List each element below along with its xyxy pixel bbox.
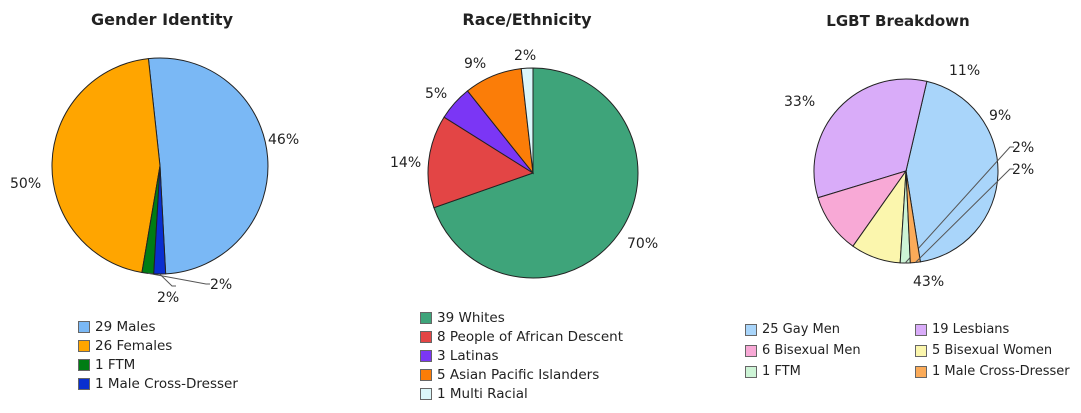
- legend-label: 25 Gay Men: [762, 322, 840, 337]
- pie-slice: [147, 57, 269, 275]
- legend-swatch: [915, 365, 927, 378]
- legend-label: 19 Lesbians: [932, 322, 1010, 337]
- label-leader-line: [147, 272, 210, 285]
- legend-item: 3 Latinas: [420, 346, 623, 365]
- legend-item: 8 People of African Descent: [420, 327, 623, 346]
- legend-swatch: [420, 368, 432, 381]
- legend-swatch: [915, 344, 927, 357]
- pie-slice: [153, 165, 167, 275]
- legend-item: 39 Whites: [420, 308, 623, 327]
- slice-percent-label: 43%: [913, 274, 944, 290]
- legend-swatch: [745, 344, 757, 357]
- legend-label: 1 FTM: [95, 356, 136, 373]
- pie-slice: [520, 67, 534, 174]
- slice-percent-label: 50%: [10, 176, 41, 192]
- slice-percent-label: 33%: [784, 94, 815, 110]
- legend-label: 1 Male Cross-Dresser: [95, 375, 238, 392]
- legend-label: 26 Females: [95, 337, 173, 354]
- legend-label: 6 Bisexual Men: [762, 343, 861, 358]
- slice-percent-label: 9%: [989, 108, 1011, 124]
- slice-percent-label: 11%: [949, 63, 980, 79]
- legend-swatch: [78, 320, 90, 333]
- slice-percent-label: 2%: [1012, 140, 1034, 156]
- lgbt-legend: 25 Gay Men 19 Lesbians 6 Bisexual Men 5 Bis…: [745, 320, 1081, 381]
- race-chart-title: Race/Ethnicity: [462, 10, 592, 29]
- slice-percent-label: 5%: [425, 86, 447, 102]
- legend-item: 19 Lesbians: [915, 320, 1081, 339]
- legend-swatch: [78, 358, 90, 371]
- legend-item: 1 Male Cross-Dresser: [915, 362, 1081, 381]
- legend-item: 1 FTM: [78, 355, 238, 374]
- label-leader-line: [904, 146, 1014, 264]
- label-leader-line: [915, 168, 1014, 263]
- legend-item: 29 Males: [78, 317, 238, 336]
- slice-percent-label: 14%: [390, 155, 421, 171]
- legend-swatch: [745, 323, 757, 336]
- legend-label: 5 Asian Pacific Islanders: [437, 366, 600, 383]
- pie-slice: [905, 170, 921, 264]
- slice-percent-label: 2%: [1012, 162, 1034, 178]
- legend-item: 6 Bisexual Men: [745, 341, 915, 360]
- slice-percent-label: 2%: [514, 48, 536, 64]
- slice-percent-label: 70%: [627, 236, 658, 252]
- slice-percent-label: 2%: [210, 277, 232, 293]
- legend-swatch: [420, 349, 432, 362]
- legend-swatch: [420, 311, 432, 324]
- legend-swatch: [420, 330, 432, 343]
- legend-item: 1 Male Cross-Dresser: [78, 374, 238, 393]
- legend-label: 1 Male Cross-Dresser: [932, 364, 1070, 379]
- legend-swatch: [915, 323, 927, 336]
- legend-item: 26 Females: [78, 336, 238, 355]
- legend-label: 29 Males: [95, 318, 156, 335]
- pie-slice: [51, 58, 161, 274]
- slice-percent-label: 46%: [268, 132, 299, 148]
- pie-slice: [813, 78, 928, 199]
- legend-label: 1 Multi Racial: [437, 385, 528, 402]
- legend-item: 1 Multi Racial: [420, 384, 623, 403]
- legend-label: 1 FTM: [762, 364, 801, 379]
- slice-percent-label: 2%: [157, 290, 179, 306]
- lgbt-chart-title: LGBT Breakdown: [826, 12, 970, 30]
- legend-item: 1 FTM: [745, 362, 915, 381]
- label-leader-line: [159, 273, 176, 287]
- legend-item: 5 Bisexual Women: [915, 341, 1081, 360]
- pie-slice: [905, 80, 999, 263]
- pie-slice: [427, 116, 535, 209]
- race-legend: 39 Whites 8 People of African Descent 3 La…: [420, 308, 623, 403]
- legend-swatch: [745, 365, 757, 378]
- pie-slice: [433, 67, 639, 279]
- legend-swatch: [78, 339, 90, 352]
- legend-swatch: [420, 387, 432, 400]
- legend-label: 5 Bisexual Women: [932, 343, 1053, 358]
- legend-label: 8 People of African Descent: [437, 328, 623, 345]
- legend-label: 39 Whites: [437, 309, 505, 326]
- legend-item: 5 Asian Pacific Islanders: [420, 365, 623, 384]
- gender-legend: 29 Males 26 Females 1 FTM 1 Male Cross-Dres…: [78, 317, 238, 393]
- legend-item: 25 Gay Men: [745, 320, 915, 339]
- slice-percent-label: 9%: [464, 56, 486, 72]
- legend-label: 3 Latinas: [437, 347, 499, 364]
- gender-chart-title: Gender Identity: [91, 10, 233, 29]
- legend-swatch: [78, 377, 90, 390]
